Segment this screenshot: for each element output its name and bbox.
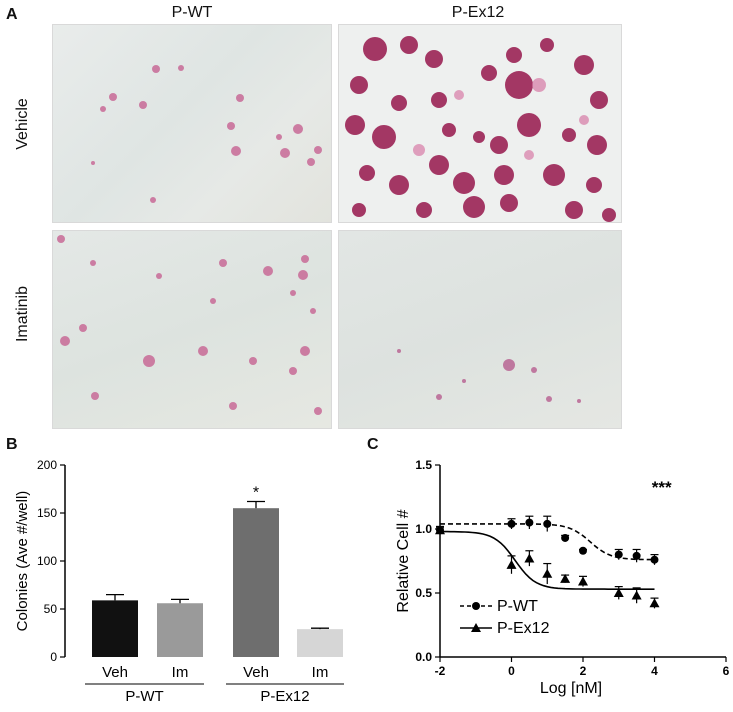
row-label-imatinib: Imatinib — [14, 285, 31, 343]
colony-dots-pwt-imatinib — [57, 235, 322, 415]
point-s0-1 — [507, 519, 516, 528]
point-s1-8 — [649, 598, 660, 608]
micrograph-pex12-vehicle — [338, 24, 622, 223]
y-tick-label-4: 200 — [37, 458, 57, 472]
bar-1 — [157, 603, 203, 657]
legend-marker-p-wt — [472, 602, 480, 610]
point-s0-3 — [543, 519, 552, 528]
y-tick-label-0: 0.0 — [415, 650, 432, 664]
point-s0-8 — [650, 555, 659, 564]
row-label-vehicle: Vehicle — [14, 98, 31, 150]
point-s0-4 — [561, 533, 570, 542]
y-tick-label-3: 150 — [37, 506, 57, 520]
point-s0-5 — [579, 546, 587, 555]
point-s1-4 — [560, 573, 571, 583]
micrograph-pex12-imatinib — [338, 230, 622, 429]
category-label-3: Im — [312, 664, 329, 681]
colony-dots-pex12-imatinib — [397, 349, 581, 403]
x-tick-label-2: 2 — [580, 664, 587, 678]
legend-label-p-wt: P-WT — [497, 598, 538, 615]
column-label-pwt: P-WT — [171, 4, 213, 21]
bar-2 — [233, 508, 279, 657]
point-s1-5 — [578, 576, 588, 586]
colony-bar-chart: 0 50 100 150 200 Colonies (Ave #/well) Veh Im Ve… — [14, 458, 344, 705]
y-tick-label-3: 1.5 — [415, 458, 432, 472]
legend-label-p-ex12: P-Ex12 — [497, 620, 550, 637]
x-tick-label-1: 0 — [508, 664, 515, 678]
micrograph-pwt-vehicle — [52, 24, 332, 223]
point-s1-7 — [631, 590, 642, 600]
point-s1-3 — [542, 568, 553, 578]
colony-dots-pwt-vehicle — [91, 65, 322, 203]
panel-a-label: A — [6, 6, 18, 23]
y-axis-title: Relative Cell # — [395, 509, 412, 612]
x-tick-label-4: 6 — [723, 664, 730, 678]
x-tick-label-0: -2 — [435, 664, 446, 678]
y-tick-label-1: 0.5 — [415, 586, 432, 600]
legend-marker-p-ex12 — [471, 623, 481, 632]
bar-0 — [92, 600, 138, 657]
y-tick-label-1: 50 — [44, 602, 58, 616]
point-s1-6 — [613, 588, 624, 597]
point-s0-2 — [525, 518, 534, 527]
category-label-2: Veh — [243, 664, 269, 681]
bar-3 — [297, 629, 343, 657]
point-s1-1 — [506, 559, 517, 569]
category-label-0: Veh — [102, 664, 128, 681]
column-label-pex12: P-Ex12 — [451, 4, 505, 21]
significance-star-0: * — [253, 484, 259, 501]
y-tick-label-0: 0 — [50, 650, 57, 664]
x-tick-label-3: 4 — [651, 664, 658, 678]
point-s0-6 — [614, 550, 623, 559]
dose-response-chart: 0.0 0.5 1.0 1.5 -2 0 2 4 6 Relative Cell # Log [nM… — [395, 458, 730, 697]
y-tick-label-2: 1.0 — [415, 522, 432, 536]
point-s1-0 — [435, 525, 445, 535]
colony-dots-pex12-vehicle — [345, 36, 616, 222]
category-label-1: Im — [172, 664, 189, 681]
y-tick-label-2: 100 — [37, 554, 57, 568]
panel-c-label: C — [367, 436, 379, 453]
point-s1-2 — [524, 553, 535, 563]
panel-b-label: B — [6, 436, 18, 453]
group-label-0: P-WT — [125, 688, 163, 705]
micrograph-pwt-imatinib — [52, 230, 332, 429]
y-axis-title: Colonies (Ave #/well) — [14, 491, 31, 632]
point-s0-7 — [632, 551, 641, 560]
significance-stars: *** — [652, 478, 672, 497]
group-label-1: P-Ex12 — [260, 688, 309, 705]
x-axis-title: Log [nM] — [540, 680, 602, 697]
